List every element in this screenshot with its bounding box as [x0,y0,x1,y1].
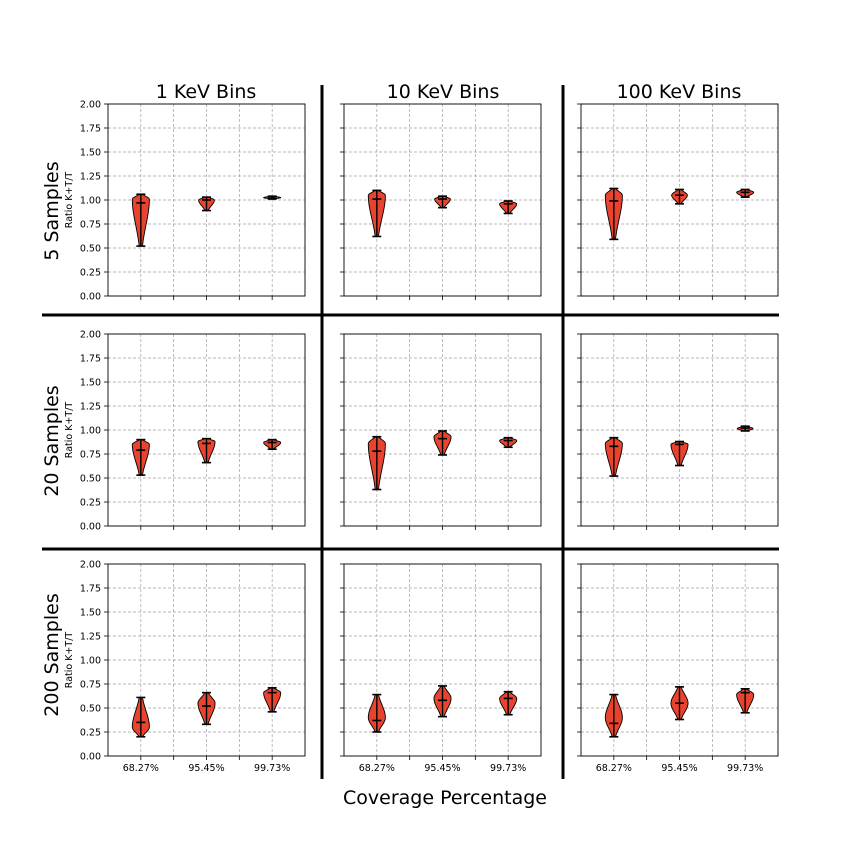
y-tick-label: 1.50 [80,608,101,619]
x-tick-label: 95.45% [661,763,697,774]
axes-frame [343,103,542,297]
panel-20-samples-1-kev-bins: 0.00 0.25 0.50 0.75 1.00 1.25 1.50 1.75 2.00 Rati… [64,330,306,533]
y-tick-label: 2.00 [80,330,101,341]
axes-frame [343,563,542,757]
panel-200-samples-10-kev-bins: 68.27% 95.45% 99.73% [340,563,542,774]
panel-200-samples-100-kev-bins: 68.27% 95.45% 99.73% [577,563,779,774]
y-tick-label: 2.00 [80,100,101,111]
x-tick-label: 68.27% [359,763,395,774]
y-axis-label: Ratio K+T/T [64,632,75,689]
y-tick-label: 0.00 [80,752,101,763]
panel-5-samples-1-kev-bins: 0.00 0.25 0.50 0.75 1.00 1.25 1.50 1.75 2.00 Rati… [64,100,306,303]
panels: 0.00 0.25 0.50 0.75 1.00 1.25 1.50 1.75 2.00 Rati… [64,100,779,774]
y-tick-label: 0.25 [80,728,101,739]
figure-titles: 1 KeV Bins 10 KeV Bins 100 KeV Bins 5 Sa… [41,81,741,809]
y-tick-label: 1.75 [80,124,101,135]
x-tick-label: 68.27% [596,763,632,774]
y-tick-label: 1.00 [80,196,101,207]
y-tick-label: 1.00 [80,426,101,437]
y-tick-label: 1.25 [80,632,101,643]
y-tick-label: 0.75 [80,220,101,231]
y-tick-label: 1.00 [80,656,101,667]
y-tick-label: 0.00 [80,292,101,303]
x-tick-label: 95.45% [188,763,224,774]
axes-frame [107,333,306,527]
y-tick-label: 0.50 [80,244,101,255]
col-title-1: 1 KeV Bins [156,81,257,103]
x-tick-label: 95.45% [424,763,460,774]
axes-frame [107,563,306,757]
x-tick-label: 99.73% [727,763,763,774]
x-tick-label: 68.27% [123,763,159,774]
axes-frame [580,103,779,297]
col-title-2: 10 KeV Bins [387,81,500,103]
panel-20-samples-100-kev-bins [577,333,779,530]
row-title-1: 5 Samples [41,161,63,260]
y-tick-label: 1.25 [80,172,101,183]
y-tick-label: 1.50 [80,148,101,159]
y-tick-label: 1.50 [80,378,101,389]
x-tick-label: 99.73% [490,763,526,774]
axes-frame [580,333,779,527]
y-axis-label: Ratio K+T/T [64,402,75,459]
y-tick-label: 0.50 [80,474,101,485]
y-tick-label: 0.50 [80,704,101,715]
axes-frame [580,563,779,757]
panel-5-samples-100-kev-bins [577,103,779,300]
axes-frame [343,333,542,527]
panel-5-samples-10-kev-bins [340,103,542,300]
y-tick-label: 0.25 [80,498,101,509]
col-title-3: 100 KeV Bins [617,81,742,103]
y-tick-label: 2.00 [80,560,101,571]
row-title-2: 20 Samples [41,385,63,496]
y-axis-label: Ratio K+T/T [64,172,75,229]
x-tick-label: 99.73% [254,763,290,774]
row-title-3: 200 Samples [41,593,63,716]
panel-20-samples-10-kev-bins [340,333,542,530]
panel-separators [42,85,779,779]
y-tick-label: 0.25 [80,268,101,279]
x-axis-title: Coverage Percentage [343,787,547,809]
y-tick-label: 0.75 [80,450,101,461]
y-tick-label: 0.00 [80,522,101,533]
panel-200-samples-1-kev-bins: 0.00 0.25 0.50 0.75 1.00 1.25 1.50 1.75 2.00 Rati… [64,560,306,774]
axes-frame [107,103,306,297]
y-tick-label: 1.75 [80,584,101,595]
y-tick-label: 0.75 [80,680,101,691]
y-tick-label: 1.25 [80,402,101,413]
y-tick-label: 1.75 [80,354,101,365]
